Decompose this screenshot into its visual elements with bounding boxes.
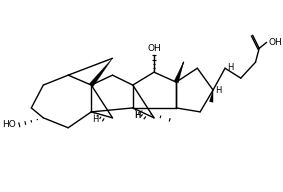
Polygon shape [89, 58, 113, 87]
Text: H: H [134, 111, 140, 120]
Polygon shape [209, 90, 213, 102]
Text: H: H [227, 63, 233, 72]
Text: HO: HO [2, 120, 16, 129]
Text: H: H [134, 111, 140, 120]
Text: OH: OH [147, 44, 161, 53]
Text: OH: OH [268, 38, 282, 47]
Text: H: H [92, 115, 98, 124]
Text: H: H [215, 86, 221, 94]
Polygon shape [174, 62, 184, 83]
